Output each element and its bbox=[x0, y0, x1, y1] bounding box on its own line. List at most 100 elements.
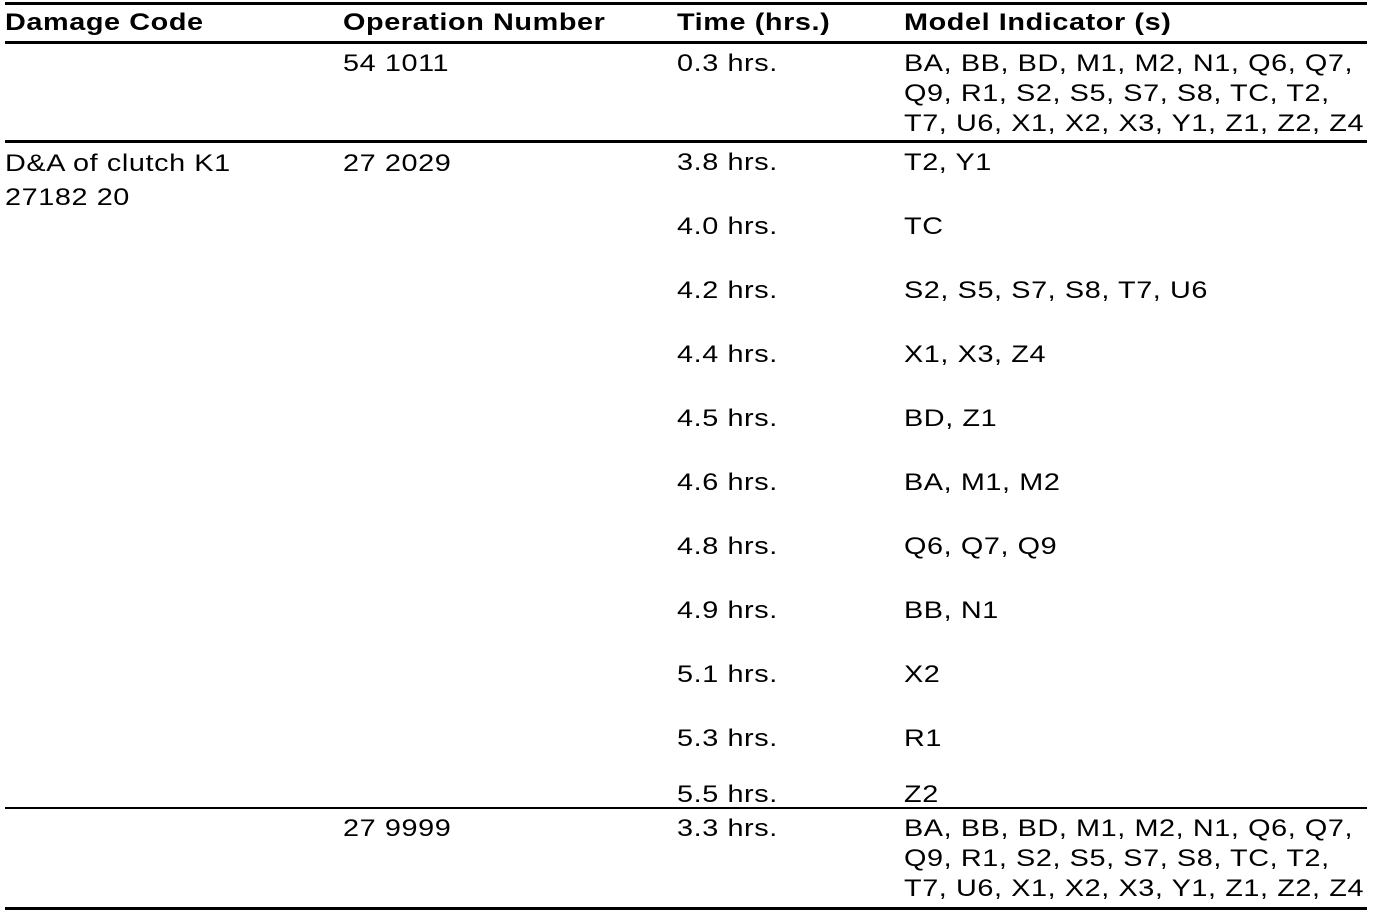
time-value: 4.2 hrs. bbox=[677, 277, 778, 304]
time-cell: 0.3 hrs. bbox=[677, 49, 904, 140]
column-header-operation-number: Operation Number bbox=[343, 5, 677, 41]
model-indicator-text: S2, S5, S7, S8, T7, U6 bbox=[904, 277, 1209, 304]
model-indicator-cell: BA, BB, BD, M1, M2, N1, Q6, Q7, Q9, R1, … bbox=[904, 814, 1367, 907]
model-indicator-text: Q9, R1, S2, S5, S7, S8, TC, T2, bbox=[904, 80, 1330, 107]
model-indicator-line: T7, U6, X1, X2, X3, Y1, Z1, Z2, Z4 bbox=[904, 109, 1367, 139]
model-indicator-cell: Z2 bbox=[904, 783, 1367, 807]
time-model-entry: 5.1 hrs. X2 bbox=[677, 655, 1367, 719]
model-indicator-text: BD, Z1 bbox=[904, 405, 998, 432]
time-cell: 5.1 hrs. bbox=[677, 661, 904, 719]
time-cell: 4.9 hrs. bbox=[677, 597, 904, 655]
model-indicator-cell: T2, Y1 bbox=[904, 149, 1367, 207]
model-indicator-text: Z2 bbox=[904, 781, 939, 808]
time-cell: 4.4 hrs. bbox=[677, 341, 904, 399]
time-cell: 3.3 hrs. bbox=[677, 814, 904, 907]
time-value: 4.9 hrs. bbox=[677, 597, 778, 624]
operation-number-value: 27 9999 bbox=[343, 815, 452, 842]
column-header-model-indicators: Model Indicator (s) bbox=[904, 5, 1367, 41]
damage-code-line: D&A of clutch K1 bbox=[5, 147, 343, 181]
model-indicator-text: TC bbox=[904, 213, 944, 240]
model-indicator-text: Q6, Q7, Q9 bbox=[904, 533, 1058, 560]
time-cell: 4.5 hrs. bbox=[677, 405, 904, 463]
model-indicator-text: T7, U6, X1, X2, X3, Y1, Z1, Z2, Z4 bbox=[904, 875, 1365, 902]
operation-number-value: 27 2029 bbox=[343, 150, 452, 177]
operation-number-cell: 54 1011 bbox=[343, 49, 677, 140]
time-value: 4.4 hrs. bbox=[677, 341, 778, 368]
table-header-row: Damage Code Operation Number Time (hrs.)… bbox=[5, 5, 1367, 44]
model-indicator-text: Q9, R1, S2, S5, S7, S8, TC, T2, bbox=[904, 845, 1330, 872]
model-indicator-cell: BB, N1 bbox=[904, 597, 1367, 655]
time-model-entry: 4.2 hrs. S2, S5, S7, S8, T7, U6 bbox=[677, 271, 1367, 335]
operation-number-cell: 27 2029 bbox=[343, 143, 677, 807]
time-cell: 5.5 hrs. bbox=[677, 783, 904, 807]
time-model-entry: 5.3 hrs. R1 bbox=[677, 719, 1367, 783]
model-indicator-text: BA, M1, M2 bbox=[904, 469, 1061, 496]
time-value: 4.8 hrs. bbox=[677, 533, 778, 560]
time-model-entry: 5.5 hrs. Z2 bbox=[677, 783, 1367, 807]
model-indicator-cell: BA, BB, BD, M1, M2, N1, Q6, Q7, Q9, R1, … bbox=[904, 49, 1367, 140]
table-row-54-1011: 54 1011 0.3 hrs. BA, BB, BD, M1, M2, N1,… bbox=[5, 44, 1367, 143]
table-row-27-9999: 27 9999 3.3 hrs. BA, BB, BD, M1, M2, N1,… bbox=[5, 809, 1367, 910]
column-header-label: Damage Code bbox=[5, 9, 204, 36]
model-indicator-cell: TC bbox=[904, 213, 1367, 271]
time-model-entry: 4.9 hrs. BB, N1 bbox=[677, 591, 1367, 655]
model-indicator-line: T7, U6, X1, X2, X3, Y1, Z1, Z2, Z4 bbox=[904, 874, 1367, 904]
damage-code-line: 27182 20 bbox=[5, 181, 343, 215]
model-indicator-line: Q9, R1, S2, S5, S7, S8, TC, T2, bbox=[904, 844, 1367, 874]
model-indicator-cell: Q6, Q7, Q9 bbox=[904, 533, 1367, 591]
time-cell: 5.3 hrs. bbox=[677, 725, 904, 783]
model-indicator-text: R1 bbox=[904, 725, 943, 752]
time-cell: 4.6 hrs. bbox=[677, 469, 904, 527]
time-model-entry: 4.4 hrs. X1, X3, Z4 bbox=[677, 335, 1367, 399]
column-header-label: Time (hrs.) bbox=[677, 9, 831, 36]
model-indicator-text: X2 bbox=[904, 661, 941, 688]
model-indicator-line: BA, BB, BD, M1, M2, N1, Q6, Q7, bbox=[904, 49, 1367, 79]
damage-code-cell bbox=[5, 49, 343, 140]
column-header-damage-code: Damage Code bbox=[5, 5, 343, 41]
time-value: 4.0 hrs. bbox=[677, 213, 778, 240]
operation-number-cell: 27 9999 bbox=[343, 814, 677, 907]
time-value: 3.3 hrs. bbox=[677, 815, 778, 842]
time-cell: 4.2 hrs. bbox=[677, 277, 904, 335]
model-indicator-cell: BA, M1, M2 bbox=[904, 469, 1367, 527]
time-value: 4.6 hrs. bbox=[677, 469, 778, 496]
model-indicator-cell: BD, Z1 bbox=[904, 405, 1367, 463]
labor-times-table: Damage Code Operation Number Time (hrs.)… bbox=[5, 2, 1367, 910]
model-indicator-cell: S2, S5, S7, S8, T7, U6 bbox=[904, 277, 1367, 335]
time-value: 3.8 hrs. bbox=[677, 149, 778, 176]
model-indicator-text: BA, BB, BD, M1, M2, N1, Q6, Q7, bbox=[904, 50, 1354, 77]
time-model-entries: 3.8 hrs. T2, Y1 4.0 hrs. TC 4.2 hrs. S2,… bbox=[677, 143, 1367, 807]
time-cell: 3.8 hrs. bbox=[677, 149, 904, 207]
time-model-entry: 3.8 hrs. T2, Y1 bbox=[677, 143, 1367, 207]
column-header-time: Time (hrs.) bbox=[677, 5, 904, 41]
model-indicator-text: BA, BB, BD, M1, M2, N1, Q6, Q7, bbox=[904, 815, 1354, 842]
model-indicator-line: Q9, R1, S2, S5, S7, S8, TC, T2, bbox=[904, 79, 1367, 109]
time-value: 4.5 hrs. bbox=[677, 405, 778, 432]
model-indicator-cell: R1 bbox=[904, 725, 1367, 783]
time-value: 0.3 hrs. bbox=[677, 50, 778, 77]
column-header-label: Model Indicator (s) bbox=[904, 9, 1172, 36]
time-value: 5.3 hrs. bbox=[677, 725, 778, 752]
table-row-27-2029: D&A of clutch K1 27182 20 27 2029 3.8 hr… bbox=[5, 143, 1367, 809]
time-model-entry: 4.5 hrs. BD, Z1 bbox=[677, 399, 1367, 463]
model-indicator-line: BA, BB, BD, M1, M2, N1, Q6, Q7, bbox=[904, 814, 1367, 844]
time-model-entry: 4.6 hrs. BA, M1, M2 bbox=[677, 463, 1367, 527]
model-indicator-cell: X1, X3, Z4 bbox=[904, 341, 1367, 399]
time-model-entry: 4.8 hrs. Q6, Q7, Q9 bbox=[677, 527, 1367, 591]
damage-code-text: D&A of clutch K1 bbox=[5, 150, 231, 177]
model-indicator-text: T7, U6, X1, X2, X3, Y1, Z1, Z2, Z4 bbox=[904, 110, 1365, 137]
operation-number-value: 54 1011 bbox=[343, 50, 450, 77]
column-header-label: Operation Number bbox=[343, 9, 606, 36]
time-cell: 4.0 hrs. bbox=[677, 213, 904, 271]
model-indicator-cell: X2 bbox=[904, 661, 1367, 719]
model-indicator-text: T2, Y1 bbox=[904, 149, 992, 176]
time-value: 5.1 hrs. bbox=[677, 661, 778, 688]
damage-code-cell bbox=[5, 814, 343, 907]
time-value: 5.5 hrs. bbox=[677, 781, 778, 808]
time-cell: 4.8 hrs. bbox=[677, 533, 904, 591]
damage-code-text: 27182 20 bbox=[5, 184, 130, 211]
model-indicator-text: BB, N1 bbox=[904, 597, 999, 624]
time-model-entry: 4.0 hrs. TC bbox=[677, 207, 1367, 271]
damage-code-cell: D&A of clutch K1 27182 20 bbox=[5, 143, 343, 807]
model-indicator-text: X1, X3, Z4 bbox=[904, 341, 1047, 368]
